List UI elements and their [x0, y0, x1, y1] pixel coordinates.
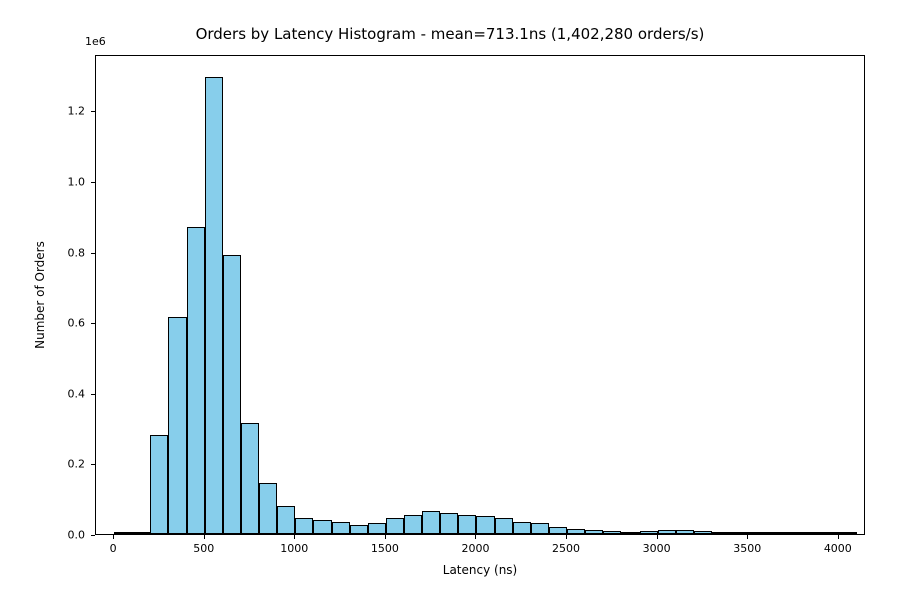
histogram-bar: [350, 525, 368, 534]
y-tick: [91, 394, 95, 395]
histogram-bar: [694, 531, 712, 534]
x-tick: [385, 535, 386, 539]
y-tick: [91, 182, 95, 183]
histogram-bar: [277, 506, 295, 534]
x-tick: [204, 535, 205, 539]
histogram-bar: [150, 435, 168, 534]
histogram-bar: [368, 523, 386, 534]
x-tick-label: 3500: [733, 542, 761, 555]
x-tick-label: 1500: [371, 542, 399, 555]
histogram-bar: [640, 531, 658, 534]
x-tick: [657, 535, 658, 539]
x-tick-label: 4000: [824, 542, 852, 555]
histogram-bar: [386, 518, 404, 534]
histogram-bar: [513, 522, 531, 534]
y-tick: [91, 111, 95, 112]
histogram-bar: [422, 511, 440, 534]
histogram-bar: [803, 532, 821, 534]
histogram-bar: [313, 520, 331, 534]
y-tick-label: 0.8: [55, 246, 85, 259]
y-tick-label: 1.2: [55, 105, 85, 118]
histogram-bar: [295, 518, 313, 534]
histogram-bar: [784, 532, 802, 534]
y-tick-label: 0.2: [55, 458, 85, 471]
y-axis-exponent: 1e6: [85, 35, 106, 48]
histogram-bar: [440, 513, 458, 534]
histogram-bar: [603, 531, 621, 534]
histogram-bar: [205, 77, 223, 534]
histogram-bar: [676, 530, 694, 534]
y-tick-label: 0.4: [55, 387, 85, 400]
histogram-bar: [658, 530, 676, 534]
histogram-bar: [567, 529, 585, 534]
x-tick: [475, 535, 476, 539]
x-tick: [294, 535, 295, 539]
histogram-bar: [332, 522, 350, 534]
plot-area: [95, 55, 865, 535]
y-tick: [91, 464, 95, 465]
x-axis-label: Latency (ns): [443, 563, 517, 577]
y-axis-label: Number of Orders: [33, 241, 47, 349]
y-tick: [91, 323, 95, 324]
histogram-bar: [458, 515, 476, 534]
histogram-bar: [585, 530, 603, 534]
histogram-bar: [730, 532, 748, 534]
histogram-bar: [168, 317, 186, 534]
histogram-bar: [621, 532, 639, 534]
x-tick: [838, 535, 839, 539]
x-tick: [747, 535, 748, 539]
histogram-bars: [96, 56, 864, 534]
histogram-bar: [531, 523, 549, 534]
histogram-bar: [766, 532, 784, 534]
histogram-bar: [839, 532, 857, 534]
x-tick: [566, 535, 567, 539]
histogram-bar: [495, 518, 513, 534]
x-tick-label: 3000: [643, 542, 671, 555]
histogram-bar: [187, 227, 205, 534]
histogram-bar: [114, 532, 132, 534]
x-tick-label: 2500: [552, 542, 580, 555]
histogram-bar: [748, 532, 766, 534]
histogram-bar: [821, 532, 839, 534]
histogram-bar: [404, 515, 422, 534]
histogram-bar: [223, 255, 241, 534]
x-tick-label: 500: [193, 542, 214, 555]
y-tick-label: 1.0: [55, 176, 85, 189]
x-tick-label: 0: [110, 542, 117, 555]
chart-title: Orders by Latency Histogram - mean=713.1…: [0, 25, 900, 43]
histogram-bar: [241, 423, 259, 534]
y-tick-label: 0.0: [55, 529, 85, 542]
histogram-bar: [132, 532, 150, 534]
x-tick-label: 2000: [461, 542, 489, 555]
y-tick: [91, 535, 95, 536]
histogram-bar: [712, 532, 730, 534]
histogram-bar: [259, 483, 277, 534]
y-tick-label: 0.6: [55, 317, 85, 330]
histogram-chart: Orders by Latency Histogram - mean=713.1…: [0, 0, 900, 600]
x-tick-label: 1000: [280, 542, 308, 555]
y-tick: [91, 253, 95, 254]
x-tick: [113, 535, 114, 539]
histogram-bar: [476, 516, 494, 534]
histogram-bar: [549, 527, 567, 534]
